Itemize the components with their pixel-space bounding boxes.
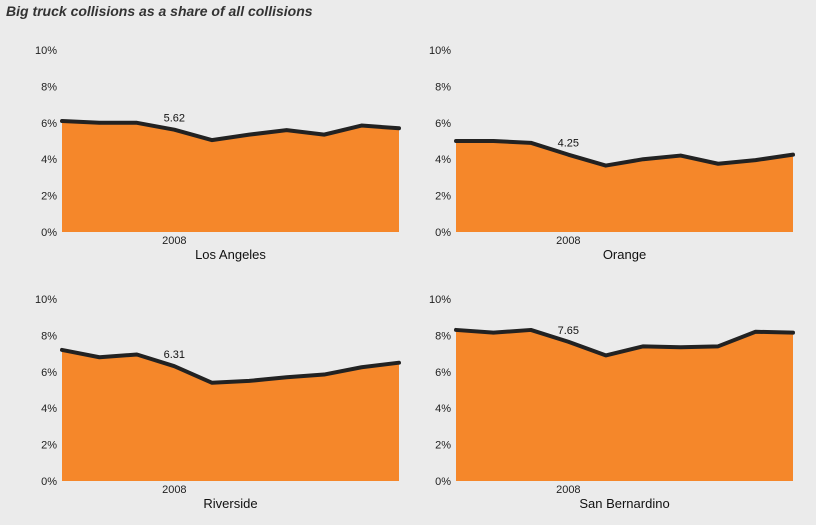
data-point bbox=[285, 128, 289, 132]
y-tick-label: 0% bbox=[435, 227, 451, 239]
area-fill bbox=[456, 141, 793, 232]
data-point bbox=[60, 348, 64, 352]
panel-los-angeles: 0% 2% 4% 6% 8% 10% 5.62 2008 Los Angeles bbox=[35, 45, 401, 262]
y-tick-label: 4% bbox=[435, 154, 451, 166]
y-tick-label: 2% bbox=[435, 440, 451, 452]
x-tick-label: 2008 bbox=[162, 235, 186, 247]
x-tick-label: 2008 bbox=[162, 484, 186, 496]
data-point bbox=[754, 330, 758, 334]
series-line bbox=[60, 118, 401, 143]
panel-label: Orange bbox=[603, 247, 646, 262]
data-point bbox=[285, 375, 289, 379]
series-line bbox=[454, 139, 795, 168]
y-tick-label: 6% bbox=[41, 118, 57, 130]
y-tick-label: 4% bbox=[41, 154, 57, 166]
data-point bbox=[135, 121, 139, 125]
series-line bbox=[60, 347, 401, 385]
data-point bbox=[397, 126, 401, 130]
y-tick-label: 6% bbox=[435, 118, 451, 130]
data-point bbox=[716, 162, 720, 166]
data-point bbox=[791, 153, 795, 157]
y-tick-label: 10% bbox=[429, 45, 451, 57]
y-tick-label: 10% bbox=[35, 45, 57, 57]
data-point bbox=[604, 353, 608, 357]
y-tick-label: 2% bbox=[435, 191, 451, 203]
data-point bbox=[322, 133, 326, 137]
y-tick-label: 2% bbox=[41, 440, 57, 452]
data-point bbox=[491, 331, 495, 335]
data-point bbox=[566, 340, 570, 344]
data-point bbox=[679, 345, 683, 349]
data-point bbox=[172, 128, 176, 132]
area-fill bbox=[62, 120, 399, 232]
area-fill bbox=[456, 329, 793, 481]
data-point bbox=[247, 133, 251, 137]
data-point bbox=[360, 124, 364, 128]
x-tick-label: 2008 bbox=[556, 235, 580, 247]
panel-riverside: 0% 2% 4% 6% 8% 10% 6.31 2008 Riverside bbox=[35, 294, 401, 511]
data-point bbox=[679, 154, 683, 158]
data-point bbox=[454, 139, 458, 143]
data-point bbox=[97, 355, 101, 359]
value-annotation: 5.62 bbox=[164, 113, 185, 125]
y-tick-label: 8% bbox=[435, 81, 451, 93]
data-point bbox=[60, 119, 64, 123]
data-point bbox=[604, 164, 608, 168]
data-point bbox=[754, 158, 758, 162]
data-point bbox=[566, 153, 570, 157]
data-point bbox=[322, 373, 326, 377]
area-fill bbox=[62, 349, 399, 481]
data-point bbox=[172, 364, 176, 368]
data-point bbox=[97, 121, 101, 125]
series-line bbox=[454, 327, 795, 358]
y-tick-label: 8% bbox=[435, 330, 451, 342]
y-tick-label: 4% bbox=[41, 403, 57, 415]
y-tick-label: 6% bbox=[41, 367, 57, 379]
y-tick-label: 10% bbox=[429, 294, 451, 306]
y-tick-label: 8% bbox=[41, 81, 57, 93]
chart-title: Big truck collisions as a share of all c… bbox=[6, 3, 313, 19]
data-point bbox=[641, 344, 645, 348]
value-annotation: 4.25 bbox=[558, 138, 579, 150]
y-tick-label: 4% bbox=[435, 403, 451, 415]
data-point bbox=[135, 353, 139, 357]
data-point bbox=[247, 379, 251, 383]
y-tick-label: 6% bbox=[435, 367, 451, 379]
data-point bbox=[491, 139, 495, 143]
y-tick-label: 0% bbox=[41, 227, 57, 239]
value-annotation: 6.31 bbox=[164, 349, 185, 361]
x-tick-label: 2008 bbox=[556, 484, 580, 496]
data-point bbox=[529, 328, 533, 332]
data-point bbox=[210, 381, 214, 385]
data-point bbox=[716, 344, 720, 348]
data-point bbox=[360, 365, 364, 369]
panel-label: Riverside bbox=[203, 496, 257, 511]
data-point bbox=[641, 157, 645, 161]
data-point bbox=[397, 361, 401, 365]
y-tick-label: 0% bbox=[41, 476, 57, 488]
y-tick-label: 8% bbox=[41, 330, 57, 342]
panel-orange: 0% 2% 4% 6% 8% 10% 4.25 2008 Orange bbox=[429, 45, 795, 262]
data-point bbox=[529, 141, 533, 145]
data-point bbox=[791, 331, 795, 335]
panel-label: Los Angeles bbox=[195, 247, 266, 262]
value-annotation: 7.65 bbox=[558, 325, 579, 337]
y-tick-label: 0% bbox=[435, 476, 451, 488]
data-point bbox=[454, 328, 458, 332]
data-point bbox=[210, 138, 214, 142]
y-tick-label: 10% bbox=[35, 294, 57, 306]
y-tick-label: 2% bbox=[41, 191, 57, 203]
panel-label: San Bernardino bbox=[579, 496, 669, 511]
